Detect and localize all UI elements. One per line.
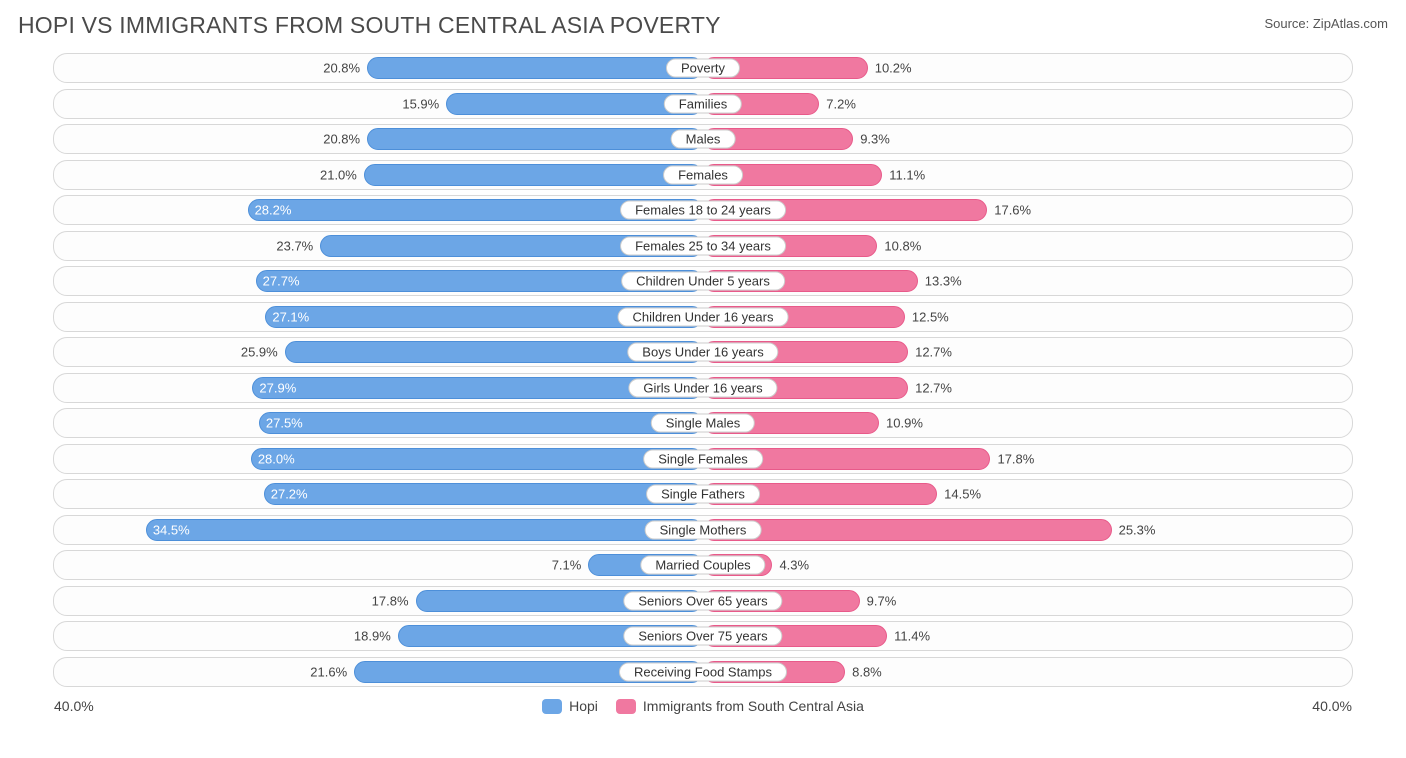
legend-swatch-right xyxy=(616,699,636,714)
bar-left: 21.0% xyxy=(364,164,703,186)
category-label: Poverty xyxy=(666,59,740,78)
source-prefix: Source: xyxy=(1264,16,1312,31)
chart-row: 20.8% 9.3% Males xyxy=(53,124,1353,154)
axis-max-right: 40.0% xyxy=(1312,698,1352,714)
value-label-right: 12.7% xyxy=(907,345,952,360)
category-label: Females 18 to 24 years xyxy=(620,201,786,220)
value-label-left: 25.9% xyxy=(241,345,286,360)
value-label-left: 28.2% xyxy=(255,203,292,218)
value-label-right: 9.3% xyxy=(852,132,890,147)
value-label-left: 20.8% xyxy=(323,132,368,147)
value-label-right: 11.4% xyxy=(886,629,930,644)
chart-row: 27.2% 14.5% Single Fathers xyxy=(53,479,1353,509)
value-label-left: 27.2% xyxy=(271,487,308,502)
value-label-left: 27.5% xyxy=(266,416,303,431)
category-label: Females 25 to 34 years xyxy=(620,236,786,255)
value-label-left: 34.5% xyxy=(153,522,190,537)
chart-row: 27.9% 12.7% Girls Under 16 years xyxy=(53,373,1353,403)
source-name: ZipAtlas.com xyxy=(1313,16,1388,31)
value-label-left: 28.0% xyxy=(258,451,295,466)
value-label-right: 10.8% xyxy=(876,238,921,253)
chart-row: 15.9% 7.2% Families xyxy=(53,89,1353,119)
chart-row: 28.2% 17.6% Females 18 to 24 years xyxy=(53,195,1353,225)
value-label-right: 4.3% xyxy=(771,558,809,573)
axis-max-left: 40.0% xyxy=(54,698,94,714)
chart-header: HOPI VS IMMIGRANTS FROM SOUTH CENTRAL AS… xyxy=(18,12,1388,39)
category-label: Single Mothers xyxy=(645,520,762,539)
value-label-right: 14.5% xyxy=(936,487,981,502)
value-label-right: 13.3% xyxy=(917,274,962,289)
legend-item-right: Immigrants from South Central Asia xyxy=(616,698,864,714)
value-label-right: 11.1% xyxy=(881,167,925,182)
category-label: Males xyxy=(671,130,736,149)
category-label: Boys Under 16 years xyxy=(627,343,778,362)
value-label-right: 12.7% xyxy=(907,380,952,395)
chart-row: 7.1% 4.3% Married Couples xyxy=(53,550,1353,580)
category-label: Children Under 16 years xyxy=(618,307,789,326)
bar-left: 20.8% xyxy=(367,57,703,79)
chart-row: 21.0% 11.1% Females xyxy=(53,160,1353,190)
category-label: Seniors Over 75 years xyxy=(623,627,782,646)
value-label-right: 8.8% xyxy=(844,664,882,679)
category-label: Girls Under 16 years xyxy=(628,378,777,397)
legend-item-left: Hopi xyxy=(542,698,598,714)
chart-title: HOPI VS IMMIGRANTS FROM SOUTH CENTRAL AS… xyxy=(18,12,721,39)
chart-footer: 40.0% Hopi Immigrants from South Central… xyxy=(18,692,1388,720)
value-label-left: 27.9% xyxy=(259,380,296,395)
value-label-left: 18.9% xyxy=(354,629,399,644)
legend-label-right: Immigrants from South Central Asia xyxy=(643,698,864,714)
value-label-left: 20.8% xyxy=(323,61,368,76)
chart-row: 28.0% 17.8% Single Females xyxy=(53,444,1353,474)
category-label: Children Under 5 years xyxy=(621,272,785,291)
value-label-left: 27.7% xyxy=(263,274,300,289)
value-label-left: 17.8% xyxy=(372,593,417,608)
category-label: Single Males xyxy=(651,414,755,433)
value-label-right: 7.2% xyxy=(818,96,856,111)
legend-swatch-left xyxy=(542,699,562,714)
chart-area: 20.8% 10.2% Poverty 15.9% 7.2% Families 20.8% 9… xyxy=(18,53,1388,687)
bar-left: 27.5% xyxy=(259,412,703,434)
value-label-left: 15.9% xyxy=(402,96,447,111)
category-label: Single Females xyxy=(643,449,763,468)
value-label-left: 7.1% xyxy=(552,558,590,573)
category-label: Females xyxy=(663,165,743,184)
chart-row: 34.5%25.3%Single Mothers xyxy=(53,515,1353,545)
chart-row: 27.5% 10.9% Single Males xyxy=(53,408,1353,438)
value-label-left: 27.1% xyxy=(272,309,309,324)
value-label-right: 17.8% xyxy=(989,451,1034,466)
bar-left: 27.2% xyxy=(264,483,703,505)
chart-row: 20.8% 10.2% Poverty xyxy=(53,53,1353,83)
bar-left: 20.8% xyxy=(367,128,703,150)
chart-row: 21.6% 8.8% Receiving Food Stamps xyxy=(53,657,1353,687)
chart-row: 25.9% 12.7% Boys Under 16 years xyxy=(53,337,1353,367)
category-label: Seniors Over 65 years xyxy=(623,591,782,610)
chart-row: 27.7% 13.3% Children Under 5 years xyxy=(53,266,1353,296)
value-label-right: 10.9% xyxy=(878,416,923,431)
value-label-left: 23.7% xyxy=(276,238,321,253)
bar-left: 34.5% xyxy=(146,519,703,541)
chart-row: 18.9% 11.4% Seniors Over 75 years xyxy=(53,621,1353,651)
legend-label-left: Hopi xyxy=(569,698,598,714)
value-label-right: 25.3% xyxy=(1111,522,1156,537)
bar-left: 28.0% xyxy=(251,448,703,470)
value-label-left: 21.6% xyxy=(310,664,355,679)
category-label: Receiving Food Stamps xyxy=(619,662,787,681)
category-label: Families xyxy=(664,94,742,113)
value-label-right: 12.5% xyxy=(904,309,949,324)
chart-legend: Hopi Immigrants from South Central Asia xyxy=(542,698,864,714)
chart-row: 23.7% 10.8% Females 25 to 34 years xyxy=(53,231,1353,261)
value-label-right: 17.6% xyxy=(986,203,1031,218)
value-label-right: 9.7% xyxy=(859,593,897,608)
chart-row: 27.1% 12.5% Children Under 16 years xyxy=(53,302,1353,332)
chart-source: Source: ZipAtlas.com xyxy=(1264,16,1388,31)
value-label-left: 21.0% xyxy=(320,167,365,182)
chart-row: 17.8% 9.7% Seniors Over 65 years xyxy=(53,586,1353,616)
category-label: Married Couples xyxy=(640,556,765,575)
bar-right: 25.3% xyxy=(703,519,1112,541)
value-label-right: 10.2% xyxy=(867,61,912,76)
category-label: Single Fathers xyxy=(646,485,760,504)
